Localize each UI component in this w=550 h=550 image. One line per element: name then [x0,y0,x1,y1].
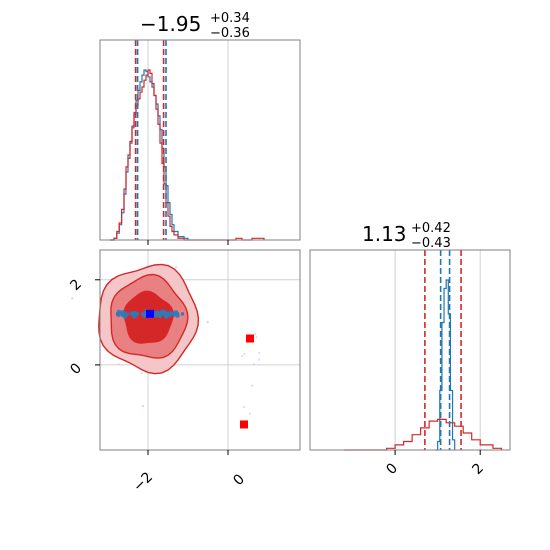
title-param2: 1.13 +0.42 −0.43 [362,221,451,251]
xtick-label-param1-0: −2 [130,469,156,495]
scatter-point [117,362,120,366]
scatter-point [140,372,144,375]
hist-red-param1 [110,69,265,241]
scatter-point [258,358,261,361]
hist-blue-param2 [435,279,456,451]
title-param1-median: −1.95 [140,12,201,36]
red-outlier-marker-0 [246,334,254,343]
frame-param1 [99,39,301,241]
scatter-point [71,297,74,300]
marginal-panel-param1 [99,39,301,245]
title-param1: −1.95 +0.34 −0.36 [140,11,250,41]
scatter-point [243,352,246,355]
title-param1-plus: +0.34 [210,11,250,26]
ytick-label-param2-1: 2 [67,276,85,294]
scatter-point [242,405,246,409]
scatter-point [252,363,255,366]
scatter-point [248,412,252,415]
scatter-point [206,320,209,324]
title-param1-minus: −0.36 [210,26,250,41]
scatter-point [241,354,244,358]
xtick-label-param2-0: 0 [383,460,401,478]
title-param2-minus: −0.43 [411,236,451,251]
ytick-label-param2-0: 0 [67,360,85,378]
scatter-point [174,265,178,269]
red-outlier-marker-1 [240,420,248,429]
joint-panel [71,249,301,455]
scatter-point [251,384,254,387]
xtick-label-param2-1: 2 [469,460,487,478]
frame-param2 [309,249,511,451]
xtick-label-param1-1: 0 [230,471,248,489]
title-param2-median: 1.13 [362,222,407,246]
scatter-point [258,351,261,355]
marginal-panel-param2 [309,249,511,455]
scatter-point [141,404,145,408]
scatter-point [255,336,258,339]
blue-center-marker [146,309,154,318]
frame-joint [99,249,301,451]
scatter-point [254,332,257,336]
title-param2-plus: +0.42 [411,221,451,236]
hist-red-param2 [344,418,503,451]
